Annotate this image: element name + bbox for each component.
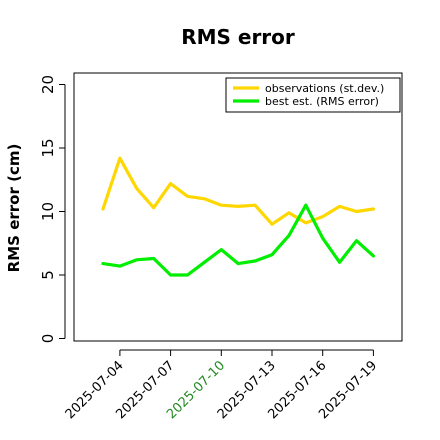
series-line-observations-st-dev [101, 156, 375, 226]
legend-label-best-est-rms-error: best est. (RMS error) [265, 95, 379, 108]
legend-label-observations-st-dev: observations (st.dev.) [265, 82, 384, 95]
legend: observations (st.dev.)best est. (RMS err… [225, 77, 401, 113]
y-axis-label: RMS error (cm) [5, 144, 23, 273]
y-tick-label: 15 [39, 138, 57, 157]
y-tick-label: 0 [39, 334, 57, 344]
legend-box [225, 77, 401, 113]
plot-frame [73, 72, 403, 342]
y-tick-label: 20 [39, 75, 57, 94]
chart-title: RMS error [181, 25, 295, 49]
x-axis: 2025-07-042025-07-072025-07-102025-07-13… [63, 349, 380, 422]
y-axis: 0 5 10 15 20 [39, 75, 66, 344]
y-tick-label: 10 [39, 202, 57, 221]
y-tick-label: 5 [39, 270, 57, 280]
series-line-best-est-rms-error [101, 203, 375, 277]
series-lines [101, 156, 375, 277]
